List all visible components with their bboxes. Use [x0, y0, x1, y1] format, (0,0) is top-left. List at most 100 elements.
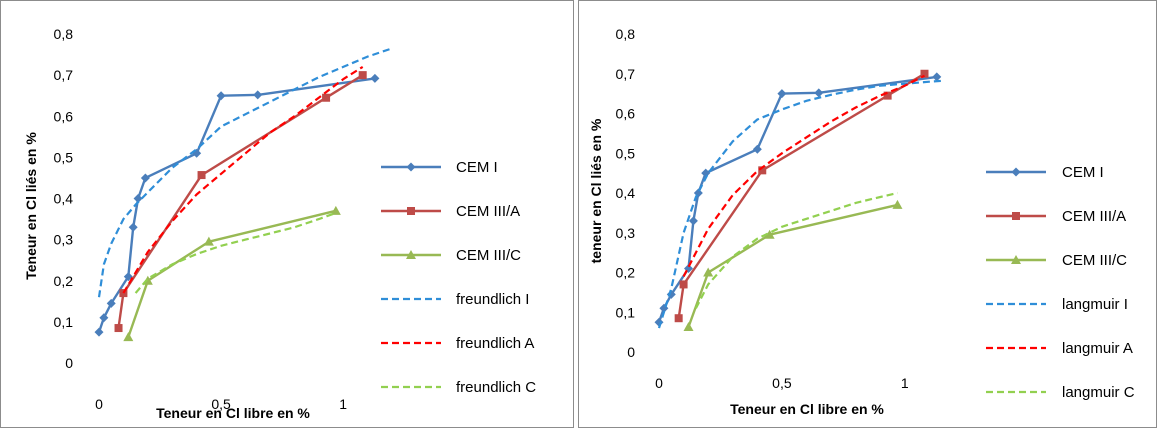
series-line-freundlich-a [122, 65, 364, 294]
data-point-cem-iii-a [883, 91, 892, 100]
data-point-cem-i [94, 327, 104, 337]
legend-label: langmuir C [1062, 384, 1135, 401]
legend-marker [1011, 167, 1021, 177]
chart-panel-langmuir: 0 0,1 0,2 0,3 0,4 0,5 0,6 0,7 0,8 0 0,5 1 Teneur en … [578, 0, 1157, 428]
series-freundlich-c [134, 211, 337, 294]
chart-panel-freundlich: 0 0,1 0,2 0,3 0,4 0,5 0,6 0,7 0,8 0 0,5 1 Teneur en … [0, 0, 574, 428]
legend-label: freundlich C [456, 379, 536, 396]
legend-label: langmuir I [1062, 296, 1128, 313]
data-point-cem-iii-a [679, 280, 688, 289]
x-axis-title: Teneur en Cl libre en % [730, 401, 884, 417]
legend-label: CEM III/A [456, 203, 520, 220]
legend-marker [406, 250, 416, 259]
legend-label: CEM I [1062, 164, 1104, 181]
data-point-cem-i [140, 173, 150, 183]
y-tick-label: 0,2 [616, 265, 636, 281]
legend-marker [406, 162, 416, 172]
legend-entry-langmuir-a: langmuir A [986, 340, 1133, 357]
chart-langmuir: 0 0,1 0,2 0,3 0,4 0,5 0,6 0,7 0,8 0 0,5 1 Teneur en … [588, 26, 1135, 417]
series-line-cem-iii-c [687, 203, 898, 328]
series-line-freundlich-c [134, 211, 337, 294]
legend-entry-freundlich-a: freundlich A [381, 335, 534, 352]
data-point-cem-i [701, 168, 711, 178]
data-point-cem-iii-a [197, 171, 206, 180]
legend-label: langmuir A [1062, 340, 1133, 357]
y-tick-label: 0,5 [54, 149, 74, 165]
y-tick-label: 0,3 [54, 232, 74, 248]
y-tick-label: 0,5 [616, 145, 636, 161]
legend-entry-cem-i: CEM I [381, 159, 498, 176]
data-point-cem-iii-c [703, 267, 714, 277]
data-point-cem-i [106, 298, 116, 308]
data-point-cem-i [253, 90, 263, 100]
legend-entry-langmuir-c: langmuir C [986, 384, 1135, 401]
y-tick-label: 0 [627, 344, 635, 360]
data-point-cem-iii-a [358, 71, 367, 80]
legend-label: CEM III/C [456, 247, 521, 264]
legend-entry-freundlich-i: freundlich I [381, 291, 529, 308]
series-line-freundlich-i [97, 47, 393, 298]
series-freundlich-a [122, 65, 364, 294]
legend-label: freundlich I [456, 291, 529, 308]
x-tick-label: 0 [655, 375, 663, 391]
y-tick-label: 0,8 [616, 26, 636, 42]
data-point-cem-i [693, 188, 703, 198]
x-tick-label: 1 [901, 375, 909, 391]
x-tick-label: 1 [339, 396, 347, 412]
series-cem-i [654, 72, 942, 327]
legend-entry-cem-iii-a: CEM III/A [986, 208, 1126, 225]
series-langmuir-a [682, 74, 925, 278]
data-point-cem-iii-c [203, 236, 214, 246]
series-cem-iii-a [674, 69, 929, 323]
data-point-cem-iii-a [920, 69, 929, 78]
legend-entry-freundlich-c: freundlich C [381, 379, 536, 396]
legend-label: freundlich A [456, 335, 534, 352]
chart-freundlich: 0 0,1 0,2 0,3 0,4 0,5 0,6 0,7 0,8 0 0,5 1 Teneur en … [23, 26, 536, 421]
data-point-cem-i [133, 194, 143, 203]
y-tick-label: 0,1 [616, 304, 636, 320]
data-point-cem-i [216, 91, 226, 101]
data-point-cem-iii-a [322, 93, 331, 102]
series-line-cem-i [657, 75, 937, 323]
legend-entry-cem-i: CEM I [986, 164, 1104, 181]
series-line-cem-i [97, 77, 376, 333]
legend-entry-cem-iii-c: CEM III/C [381, 247, 521, 264]
series-langmuir-c [694, 191, 898, 309]
legend-label: CEM III/A [1062, 208, 1126, 225]
data-point-cem-i [192, 148, 202, 158]
legend-label: CEM I [456, 159, 498, 176]
data-point-cem-i [777, 89, 787, 99]
data-point-cem-i [659, 303, 669, 313]
data-point-cem-iii-a [758, 166, 767, 175]
y-axis-title: teneur en Cl liés en % [588, 118, 604, 263]
x-tick-label: 0,5 [211, 396, 231, 412]
x-axis-title: Teneur en Cl libre en % [156, 405, 310, 421]
y-tick-label: 0,1 [54, 314, 74, 330]
y-tick-label: 0,4 [616, 185, 636, 201]
data-point-cem-i [752, 144, 762, 154]
series-cem-iii-a [114, 71, 367, 333]
x-tick-label: 0 [95, 396, 103, 412]
y-tick-label: 0,6 [616, 106, 636, 122]
data-point-cem-i [128, 222, 138, 232]
series-cem-i [94, 73, 380, 337]
series-freundlich-i [97, 47, 393, 298]
series-line-langmuir-a [682, 74, 925, 278]
x-tick-label: 0,5 [772, 375, 792, 391]
legend-marker [1012, 212, 1020, 220]
data-point-cem-i [932, 72, 942, 82]
data-point-cem-i [688, 216, 698, 226]
series-langmuir-i [657, 79, 942, 329]
legend-entry-langmuir-i: langmuir I [986, 296, 1128, 313]
data-point-cem-iii-c [123, 332, 134, 342]
y-tick-label: 0,3 [616, 225, 636, 241]
data-point-cem-i [814, 88, 824, 98]
legend-marker [1011, 255, 1021, 264]
data-point-cem-iii-c [330, 205, 341, 215]
data-point-cem-iii-a [114, 324, 123, 333]
series-line-langmuir-c [694, 191, 898, 309]
y-tick-label: 0,7 [54, 67, 74, 83]
series-line-langmuir-i [657, 79, 942, 329]
legend-entry-cem-iii-c: CEM III/C [986, 252, 1127, 269]
series-cem-iii-c [683, 199, 903, 331]
